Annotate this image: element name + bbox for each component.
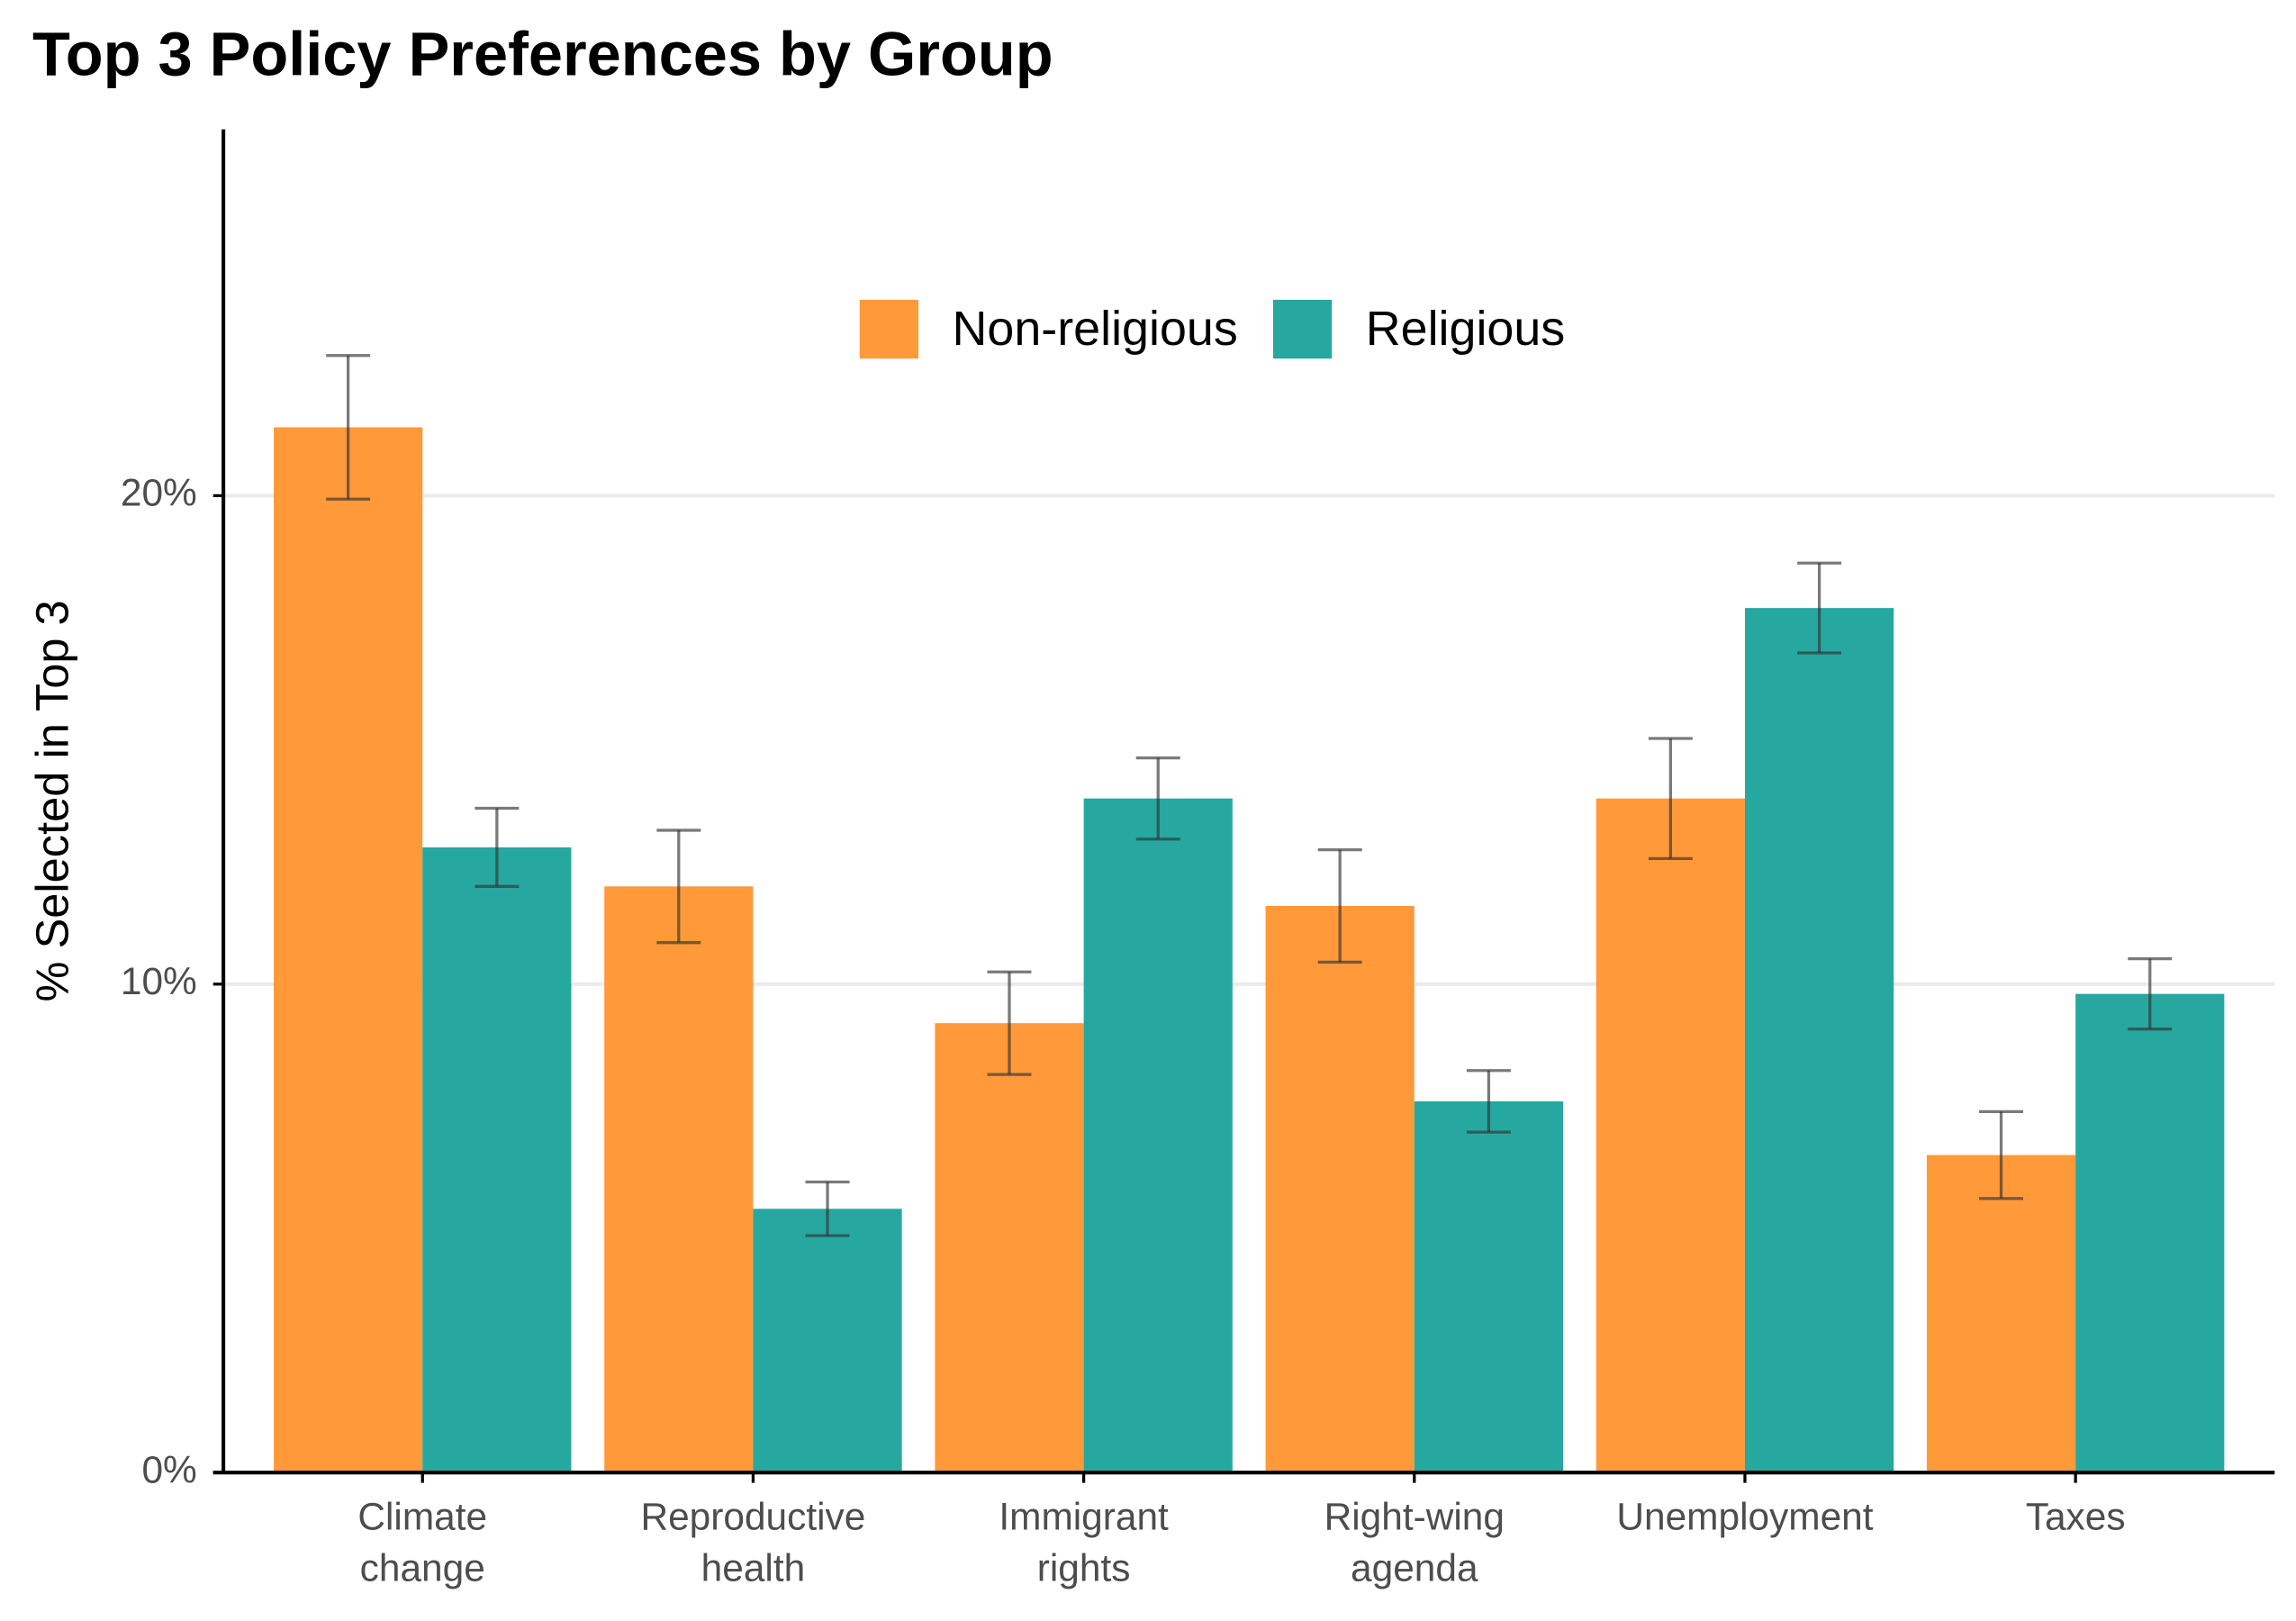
error-bar: [326, 354, 371, 501]
legend-label: Religious: [1366, 302, 1565, 356]
bar: [1744, 608, 1894, 1473]
bar: [274, 427, 423, 1473]
legend-swatch: [1272, 299, 1333, 359]
x-tick-label: Unemployment: [1616, 1496, 1873, 1538]
x-tick-label: Right-wing agenda: [1324, 1496, 1505, 1589]
bar: [1926, 1155, 2076, 1473]
x-tick-label: Climate change: [357, 1496, 487, 1589]
legend-swatch: [859, 299, 919, 359]
error-bar: [987, 970, 1032, 1076]
error-bar: [1648, 737, 1693, 861]
bar: [604, 886, 754, 1473]
error-bar: [805, 1180, 850, 1237]
bar: [753, 1209, 902, 1473]
legend-label: Non-religious: [953, 302, 1238, 356]
bar: [422, 847, 572, 1473]
error-bar: [656, 829, 701, 945]
bar: [935, 1023, 1084, 1473]
x-tick-label: Immigrant rights: [999, 1496, 1169, 1589]
bar: [1083, 798, 1233, 1473]
error-bar: [1466, 1069, 1511, 1134]
marks: [274, 354, 2225, 1473]
error-bar: [1797, 561, 1842, 655]
x-tick-label: Taxes: [2026, 1496, 2126, 1538]
bar: [1414, 1100, 1564, 1473]
bar: [1595, 798, 1745, 1473]
bar: [2075, 993, 2225, 1473]
y-tick-label: 20%: [121, 472, 197, 514]
chart-title: Top 3 Policy Preferences by Group: [32, 19, 1053, 88]
x-tick-label: Reproductive health: [640, 1496, 865, 1589]
y-axis-title: % Selected in Top 3: [26, 600, 77, 1001]
error-bar: [1979, 1109, 2024, 1200]
bar: [1265, 906, 1415, 1473]
error-bar: [1317, 847, 1362, 964]
error-bar: [2128, 956, 2173, 1031]
y-tick-label: 10%: [121, 960, 197, 1002]
y-tick-label: 0%: [141, 1448, 196, 1490]
error-bar: [475, 806, 520, 888]
legend: Non-religious Religious: [859, 299, 1565, 359]
error-bar: [1135, 756, 1180, 841]
